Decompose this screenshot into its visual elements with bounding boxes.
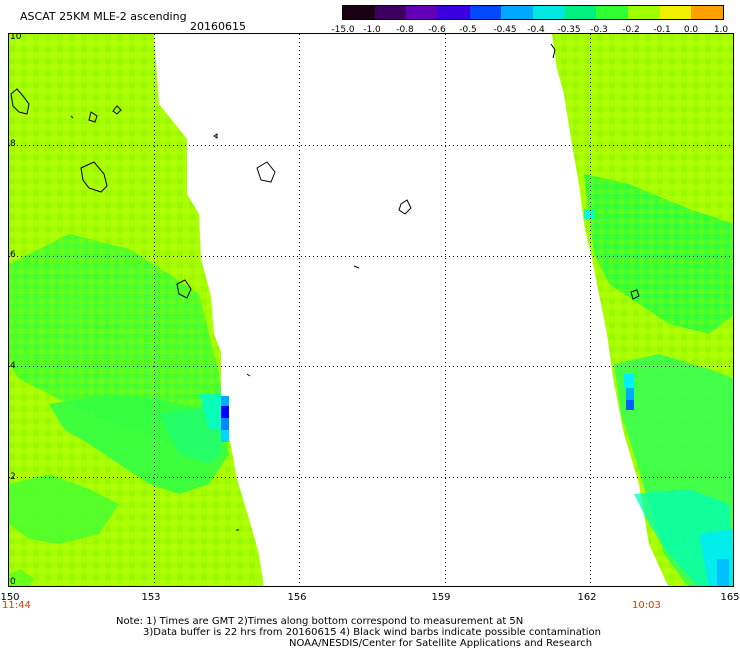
scale-label: -0.3 bbox=[590, 25, 608, 35]
scale-swatch bbox=[628, 6, 660, 19]
swath-map bbox=[9, 34, 733, 586]
scale-swatch bbox=[438, 6, 470, 19]
map-date: 20160615 bbox=[190, 20, 246, 33]
note-line-3: NOAA/NESDIS/Center for Satellite Applica… bbox=[289, 638, 593, 649]
x-label-162: 162 bbox=[577, 592, 597, 603]
scale-label: 1.0 bbox=[713, 25, 729, 35]
right-swath bbox=[552, 34, 733, 586]
color-scale-bar bbox=[342, 5, 724, 20]
scale-label: -15.0 bbox=[331, 25, 355, 35]
y-label-2: 2 bbox=[10, 472, 16, 482]
x-label-150: 150 bbox=[0, 592, 20, 603]
scale-label: -0.35 bbox=[557, 25, 581, 35]
scale-label: 0.0 bbox=[683, 25, 699, 35]
scale-label: -0.4 bbox=[527, 25, 545, 35]
grid-lines bbox=[9, 34, 733, 586]
scale-swatch bbox=[406, 6, 439, 19]
y-label-6: 6 bbox=[10, 250, 16, 260]
scale-label: -0.8 bbox=[396, 25, 414, 35]
scale-label: -0.6 bbox=[428, 25, 446, 35]
scale-swatch bbox=[596, 6, 629, 19]
scale-swatch bbox=[564, 6, 597, 19]
map-plot-area: 10 8 6 4 2 0 bbox=[8, 33, 734, 587]
y-label-10: 10 bbox=[10, 33, 22, 42]
scale-swatch bbox=[374, 6, 407, 19]
scale-swatch bbox=[501, 6, 534, 19]
note-line-1: Note: 1) Times are GMT 2)Times along bot… bbox=[116, 616, 524, 627]
y-label-0: 0 bbox=[10, 577, 16, 587]
x-label-159: 159 bbox=[431, 592, 451, 603]
y-label-8: 8 bbox=[10, 139, 16, 149]
scale-swatch bbox=[533, 6, 565, 19]
scale-swatch bbox=[343, 6, 375, 19]
scale-swatch bbox=[691, 6, 724, 19]
x-label-156: 156 bbox=[287, 592, 307, 603]
note-line-2: 3)Data buffer is 22 hrs from 20160615 4)… bbox=[143, 627, 601, 638]
scale-swatch bbox=[469, 6, 502, 19]
map-title: ASCAT 25KM MLE-2 ascending bbox=[20, 10, 187, 23]
left-swath bbox=[9, 34, 264, 586]
scale-label: -1.0 bbox=[363, 25, 381, 35]
y-label-4: 4 bbox=[10, 361, 16, 371]
x-label-153: 153 bbox=[141, 592, 161, 603]
scale-label: -0.1 bbox=[653, 25, 671, 35]
x-label-165: 165 bbox=[720, 592, 740, 603]
left-swath-time: 11:44 bbox=[2, 600, 31, 611]
scale-label: -0.2 bbox=[622, 25, 640, 35]
island-outlines bbox=[10, 43, 640, 531]
scale-label: -0.5 bbox=[459, 25, 477, 35]
right-swath-time: 10:03 bbox=[632, 600, 661, 611]
scale-swatch bbox=[659, 6, 692, 19]
scale-label: -0.45 bbox=[493, 25, 517, 35]
